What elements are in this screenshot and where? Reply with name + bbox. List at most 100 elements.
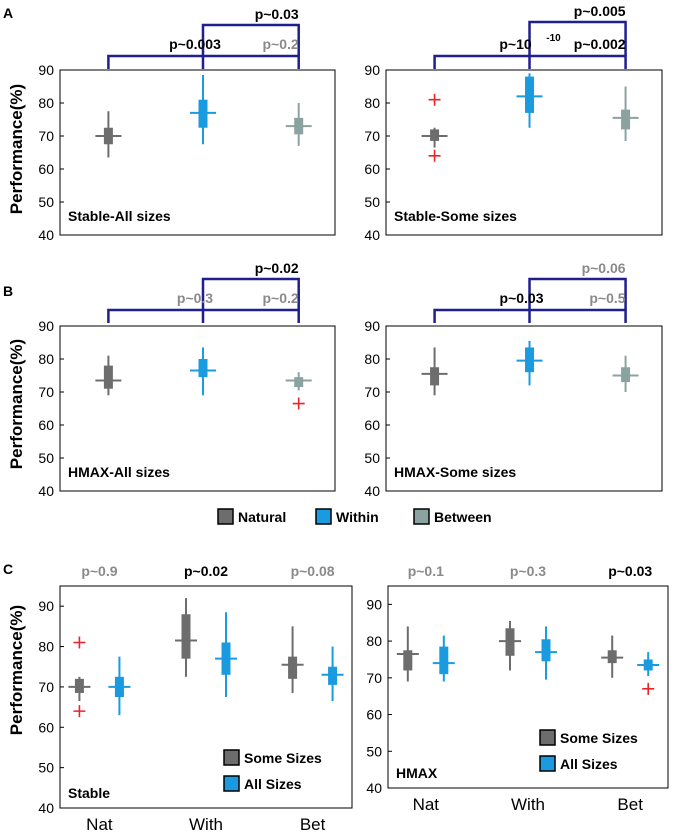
plot-5-p-nat: p~0.1 <box>408 563 444 579</box>
plot-5-ytick-label: 50 <box>366 743 382 759</box>
plot-4-nat-some-box <box>74 678 84 693</box>
plot-1-ytick-label: 60 <box>364 161 380 177</box>
plot-0-title: Stable-All sizes <box>68 208 171 224</box>
plot-4-legend-swatch-all <box>223 775 240 792</box>
plot-2-ytick-label: 50 <box>38 450 54 466</box>
plot-5-ytick-label: 40 <box>366 780 382 796</box>
plot-4-xtick-label: With <box>189 815 223 834</box>
panel-label-a: A <box>3 5 13 21</box>
plot-4-p-with: p~0.02 <box>184 563 228 579</box>
plot-5-ytick-label: 80 <box>366 633 382 649</box>
plot-4-bet-all-box <box>328 666 338 685</box>
legend-label-between: Between <box>434 509 492 525</box>
plot-4-legend-label-some: Some Sizes <box>244 750 322 766</box>
plot-2-p-upper: p~0.02 <box>255 260 299 276</box>
plot-5-bet-all-outlier <box>642 682 655 695</box>
plot-1-ytick-label: 90 <box>364 62 380 78</box>
plot-5-xtick-label: Nat <box>413 795 440 814</box>
plot-0-p-right: p~0.2 <box>262 36 298 52</box>
plot-2-within-box <box>198 359 208 378</box>
plot-2-bracket-lower <box>107 308 300 323</box>
plot-1-ytick-label: 40 <box>364 227 380 243</box>
plot-1-natural-outlier <box>428 93 441 106</box>
y-axis-label-a: Performance(%) <box>7 84 26 214</box>
plot-5-p-bet: p~0.03 <box>608 563 652 579</box>
plot-1-between-box <box>621 109 631 130</box>
plot-5-with-all-box <box>541 639 551 662</box>
plot-1-p-middle: p~10 <box>499 36 532 52</box>
plot-3-bracket-lower <box>433 308 627 323</box>
plot-4-p-bet: p~0.08 <box>291 563 335 579</box>
plot-2-natural-box <box>103 365 113 389</box>
plot-4-nat-some-outlier <box>73 705 86 718</box>
plot-5-p-with: p~0.3 <box>510 563 546 579</box>
plot-2-ytick-label: 60 <box>38 417 54 433</box>
plot-4-ytick-label: 40 <box>38 800 54 816</box>
plot-4-title: Stable <box>68 785 110 801</box>
plot-1-axes-frame <box>385 69 663 236</box>
plot-5-legend-label-all: All Sizes <box>560 756 618 772</box>
plot-0-p-middle: p~0.003 <box>169 36 221 52</box>
plot-5-legend-label-some: Some Sizes <box>560 730 638 746</box>
plot-1-p-middle-exponent: -10 <box>546 33 561 44</box>
plot-0-ytick-label: 90 <box>38 62 54 78</box>
plot-2-between-box <box>294 377 304 388</box>
plot-0-ytick-label: 80 <box>38 95 54 111</box>
plot-4-ytick-label: 50 <box>38 760 54 776</box>
plot-0-bracket-upper <box>201 23 300 56</box>
plot-0-ytick-label: 60 <box>38 161 54 177</box>
plot-5-title: HMAX <box>396 765 438 781</box>
plot-1-within-box <box>525 76 535 113</box>
plot-2-title: HMAX-All sizes <box>68 464 170 480</box>
plot-4-ytick-label: 90 <box>38 598 54 614</box>
plot-3-ytick-label: 40 <box>364 483 380 499</box>
plot-4-xtick-label: Bet <box>300 815 326 834</box>
plot-5-legend-swatch-all <box>539 755 556 772</box>
plot-2-p-middle: p~0.3 <box>177 290 213 306</box>
plot-0-bracket-lower <box>107 54 300 69</box>
plot-0-axes-frame <box>59 69 336 236</box>
plot-1-bracket-upper <box>528 20 627 56</box>
plot-5-xtick-label: With <box>511 795 545 814</box>
plots-layer: 40 50 60 70 80 90 Stable-All sizes p~0.03 p~0.00… <box>38 3 669 834</box>
plot-2-ytick-label: 40 <box>38 483 54 499</box>
plot-0-p-upper: p~0.03 <box>255 6 299 22</box>
plot-3-natural-box <box>430 367 440 386</box>
plot-2-ytick-label: 80 <box>38 351 54 367</box>
plot-4-p-nat: p~0.9 <box>81 563 117 579</box>
y-axis-label-c: Performance(%) <box>7 605 26 735</box>
plot-3-axes-frame <box>385 325 663 492</box>
plot-0-ytick-label: 50 <box>38 194 54 210</box>
plot-1-ytick-label: 50 <box>364 194 380 210</box>
plot-4-legend-label-all: All Sizes <box>244 776 302 792</box>
plot-1-bracket-lower <box>433 54 627 69</box>
plot-4-nat-some-outlier <box>73 636 86 649</box>
plot-4-legend-swatch-some <box>223 749 240 766</box>
plot-4-ytick-label: 60 <box>38 719 54 735</box>
plot-5-nat-all-box <box>439 646 449 675</box>
plot-5-axes-frame <box>387 585 669 789</box>
plot-1-p-right: p~0.002 <box>574 36 626 52</box>
plot-1-title: Stable-Some sizes <box>394 208 517 224</box>
plot-0-ytick-label: 40 <box>38 227 54 243</box>
legend-label-natural: Natural <box>238 509 286 525</box>
plot-2-bracket-upper <box>201 277 300 310</box>
plot-1-ytick-label: 70 <box>364 128 380 144</box>
plot-3-ytick-label: 70 <box>364 384 380 400</box>
plot-4-xtick-label: Nat <box>86 815 113 834</box>
plot-2-axes-frame <box>59 325 336 492</box>
legend-label-within: Within <box>336 509 379 525</box>
plot-3-bracket-upper <box>528 277 627 310</box>
plot-5-xtick-label: Bet <box>617 795 643 814</box>
plot-4-axes-frame <box>59 585 353 809</box>
plot-4-ytick-label: 80 <box>38 639 54 655</box>
plot-5-legend-swatch-some <box>539 729 556 746</box>
plot-3-ytick-label: 90 <box>364 318 380 334</box>
panel-label-c: C <box>3 561 13 577</box>
plot-5-ytick-label: 70 <box>366 670 382 686</box>
plot-2-ytick-label: 90 <box>38 318 54 334</box>
plot-1-ytick-label: 80 <box>364 95 380 111</box>
plot-1-p-upper: p~0.005 <box>574 3 626 19</box>
plot-0-ytick-label: 70 <box>38 128 54 144</box>
